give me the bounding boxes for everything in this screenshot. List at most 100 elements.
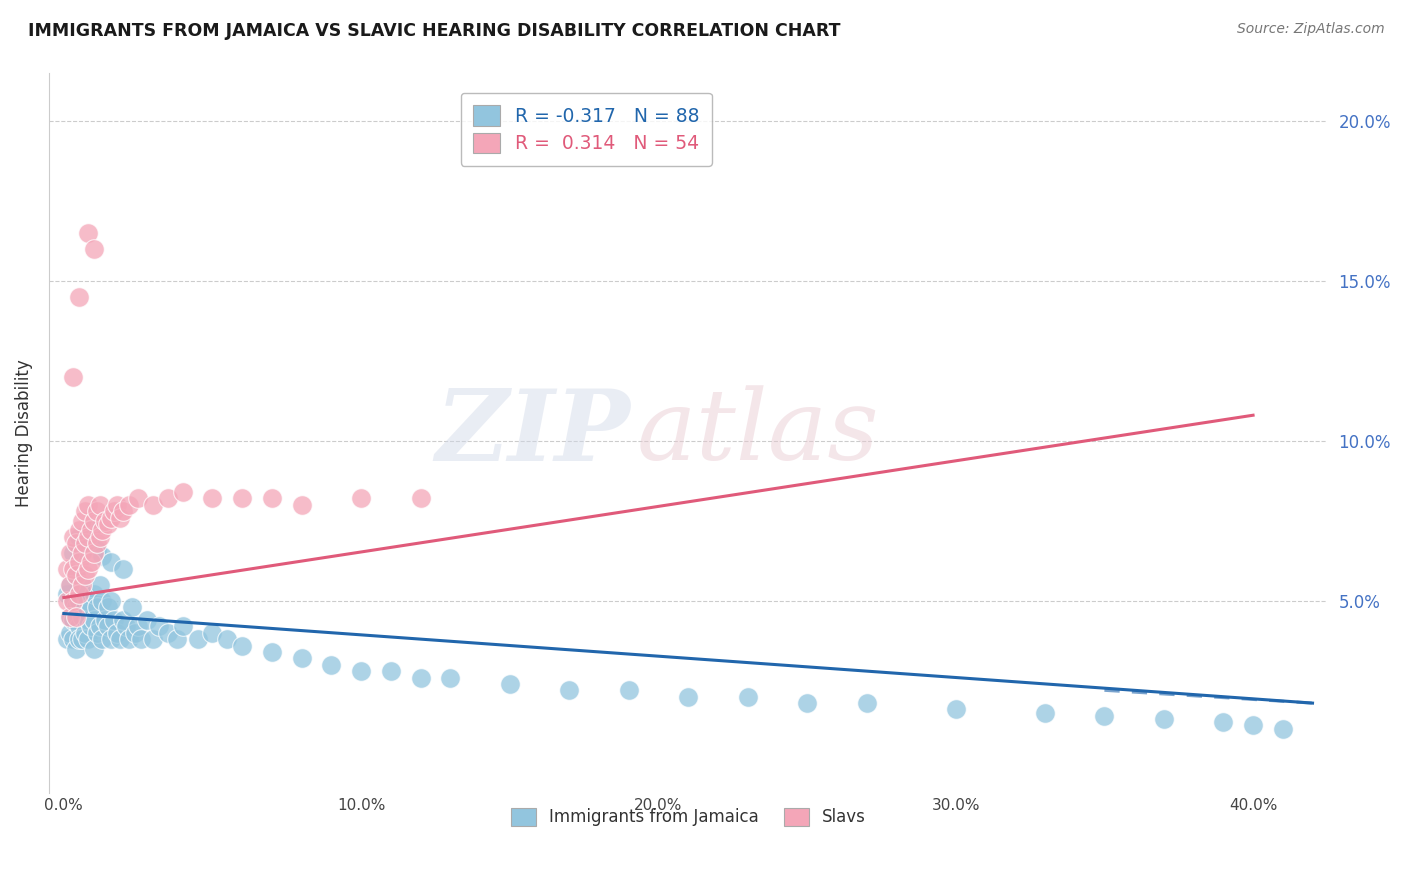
Point xyxy=(89,530,111,544)
Point xyxy=(97,516,120,531)
Point xyxy=(89,578,111,592)
Point xyxy=(100,632,122,647)
Point xyxy=(112,613,135,627)
Point xyxy=(86,504,108,518)
Point xyxy=(91,632,114,647)
Point xyxy=(115,619,138,633)
Point xyxy=(76,613,98,627)
Point xyxy=(91,524,114,538)
Point xyxy=(86,625,108,640)
Point xyxy=(945,702,967,716)
Point xyxy=(76,226,98,240)
Point xyxy=(59,625,82,640)
Point xyxy=(231,639,253,653)
Point xyxy=(62,632,84,647)
Point xyxy=(1153,712,1175,726)
Point xyxy=(67,524,90,538)
Point xyxy=(121,600,143,615)
Point xyxy=(83,587,105,601)
Point xyxy=(83,242,105,256)
Point xyxy=(86,542,108,557)
Point xyxy=(65,641,87,656)
Point xyxy=(112,504,135,518)
Point xyxy=(73,568,96,582)
Point xyxy=(79,600,101,615)
Point xyxy=(59,609,82,624)
Point xyxy=(187,632,209,647)
Point xyxy=(409,491,432,506)
Point xyxy=(56,587,79,601)
Point xyxy=(65,568,87,582)
Point xyxy=(79,524,101,538)
Point xyxy=(1212,715,1234,730)
Point xyxy=(558,683,581,698)
Point xyxy=(70,578,93,592)
Point xyxy=(83,641,105,656)
Point xyxy=(1092,709,1115,723)
Point xyxy=(86,600,108,615)
Point xyxy=(172,619,194,633)
Point xyxy=(1241,718,1264,732)
Point xyxy=(100,510,122,524)
Point xyxy=(67,619,90,633)
Point xyxy=(59,578,82,592)
Y-axis label: Hearing Disability: Hearing Disability xyxy=(15,359,32,507)
Point xyxy=(166,632,188,647)
Point xyxy=(73,625,96,640)
Point xyxy=(79,524,101,538)
Point xyxy=(110,632,132,647)
Point xyxy=(83,613,105,627)
Point xyxy=(118,498,141,512)
Point xyxy=(62,369,84,384)
Point xyxy=(103,504,125,518)
Point xyxy=(737,690,759,704)
Point xyxy=(76,530,98,544)
Point xyxy=(59,546,82,560)
Point xyxy=(350,664,373,678)
Text: atlas: atlas xyxy=(637,385,880,481)
Point xyxy=(1271,722,1294,736)
Point xyxy=(148,619,170,633)
Point xyxy=(70,546,93,560)
Point xyxy=(83,546,105,560)
Point xyxy=(676,690,699,704)
Point xyxy=(67,632,90,647)
Point xyxy=(59,578,82,592)
Point xyxy=(103,613,125,627)
Point xyxy=(260,645,283,659)
Point xyxy=(796,696,818,710)
Point xyxy=(56,562,79,576)
Point xyxy=(94,613,117,627)
Point xyxy=(89,619,111,633)
Point xyxy=(62,530,84,544)
Point xyxy=(73,536,96,550)
Point xyxy=(136,613,159,627)
Point xyxy=(231,491,253,506)
Point xyxy=(76,632,98,647)
Point xyxy=(65,600,87,615)
Point xyxy=(89,498,111,512)
Point xyxy=(70,609,93,624)
Point xyxy=(380,664,402,678)
Point xyxy=(260,491,283,506)
Point xyxy=(67,555,90,569)
Point xyxy=(67,593,90,607)
Point xyxy=(156,625,179,640)
Point xyxy=(110,510,132,524)
Point xyxy=(142,498,165,512)
Point xyxy=(83,514,105,528)
Point xyxy=(1033,706,1056,720)
Point xyxy=(201,625,224,640)
Text: ZIP: ZIP xyxy=(436,384,631,481)
Point xyxy=(76,593,98,607)
Point xyxy=(94,514,117,528)
Point xyxy=(129,632,152,647)
Point xyxy=(439,671,461,685)
Point xyxy=(100,593,122,607)
Point xyxy=(201,491,224,506)
Point xyxy=(127,491,149,506)
Point xyxy=(56,593,79,607)
Point xyxy=(62,546,84,560)
Point xyxy=(409,671,432,685)
Point xyxy=(127,619,149,633)
